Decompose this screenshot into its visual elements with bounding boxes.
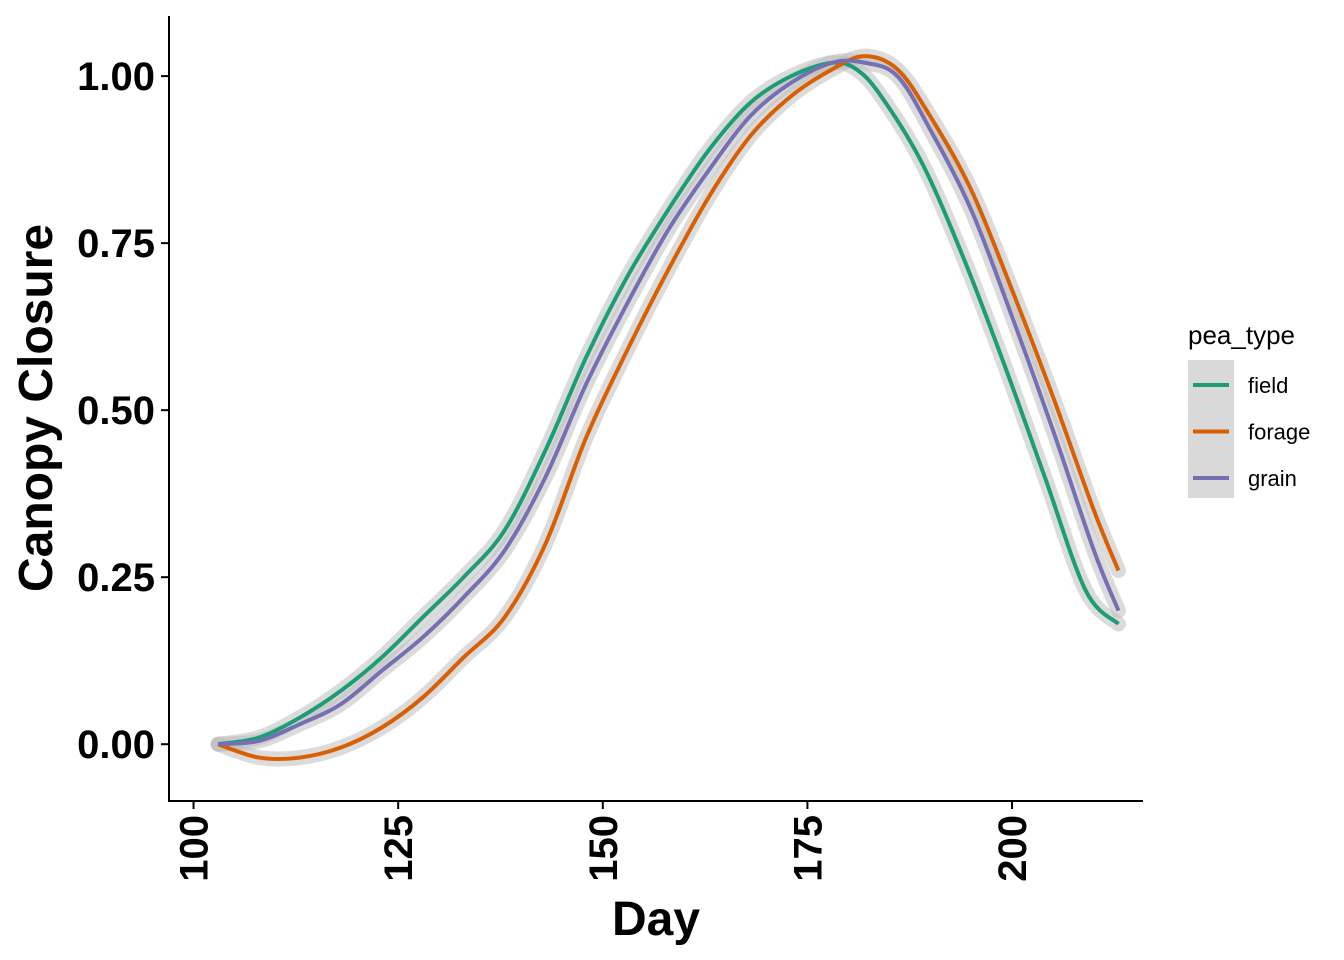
axes	[168, 16, 1143, 802]
confidence-bands	[210, 48, 1126, 767]
series-line-grain	[217, 58, 1121, 747]
x-axis-ticks: 100 125 150 175 200	[173, 801, 1035, 882]
y-tick-label: 0.00	[77, 723, 155, 767]
legend-label-forage: forage	[1248, 420, 1310, 445]
series-lines	[217, 54, 1121, 762]
y-axis-ticks: 0.00 0.25 0.50 0.75 1.00	[77, 55, 169, 767]
y-tick-label: 0.25	[77, 556, 155, 600]
x-tick-label: 150	[582, 815, 626, 882]
y-tick-label: 0.75	[77, 222, 155, 266]
legend-label-field: field	[1248, 373, 1288, 398]
legend: pea_type field forage grain	[1188, 320, 1310, 498]
legend-label-grain: grain	[1248, 466, 1297, 491]
x-tick-label: 100	[173, 815, 217, 882]
x-tick-label: 200	[991, 815, 1035, 882]
confidence-band-forage	[210, 48, 1126, 767]
legend-items: field forage grain	[1193, 373, 1310, 491]
y-tick-label: 1.00	[77, 55, 155, 99]
series-line-forage	[217, 54, 1121, 762]
y-axis-title: Canopy Closure	[10, 224, 63, 592]
y-tick-label: 0.50	[77, 389, 155, 433]
legend-title: pea_type	[1188, 320, 1295, 350]
confidence-band-field	[210, 55, 1126, 752]
series-line-field	[217, 60, 1120, 747]
confidence-band-grain	[210, 53, 1126, 752]
x-axis-title: Day	[612, 893, 700, 946]
x-tick-label: 175	[786, 815, 830, 882]
x-tick-label: 125	[377, 815, 421, 882]
